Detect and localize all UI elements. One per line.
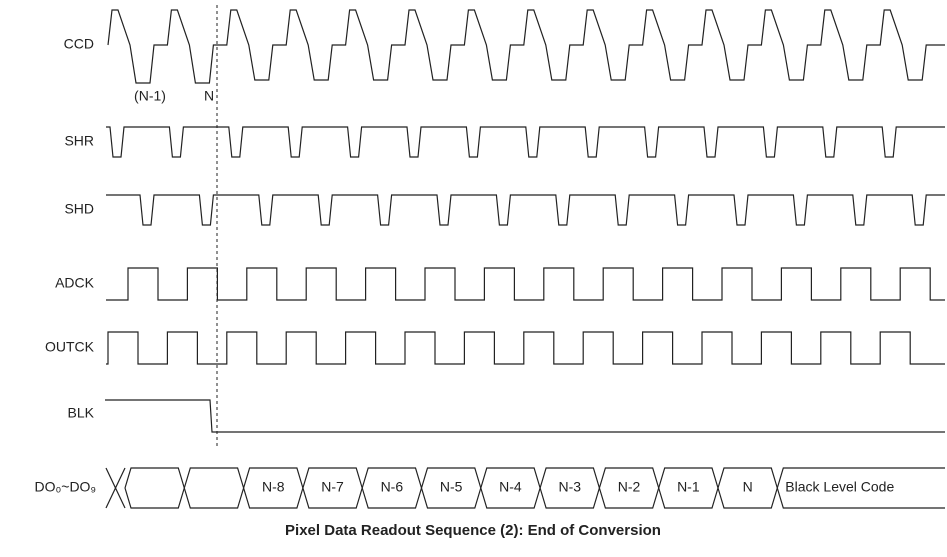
bus-cell (598, 467, 660, 489)
bus-cell (183, 467, 245, 489)
waveforms (105, 9, 945, 433)
bus-cell-label: N-2 (618, 479, 641, 495)
diagram-title: Pixel Data Readout Sequence (2): End of … (285, 522, 661, 539)
bus-cell (539, 467, 600, 489)
waveform (105, 399, 945, 433)
annotation: (N-1) (134, 88, 166, 104)
bus-cell-label: N-6 (381, 479, 404, 495)
bus-cell (598, 487, 660, 509)
bus-cell (124, 467, 185, 489)
signal-label: CCD (64, 36, 94, 52)
bus-cell (717, 487, 778, 509)
bus-cell-label: N-5 (440, 479, 463, 495)
waveform (106, 331, 945, 365)
bus-cell (420, 467, 482, 489)
bus-cell-label: N (743, 479, 753, 495)
signal-label: BLK (68, 405, 95, 421)
bus-cell (302, 487, 363, 509)
bus-cell (717, 467, 778, 489)
waveform (106, 267, 945, 301)
bus-cell-label: N-1 (677, 479, 700, 495)
bus-cell (124, 487, 185, 509)
bus-cell (361, 487, 423, 509)
bus-cell-label: Black Level Code (785, 479, 894, 495)
bus-cell (539, 487, 600, 509)
bus-cell (776, 467, 945, 489)
bus-cell (480, 467, 541, 489)
signal-label: OUTCK (45, 339, 95, 355)
annotation: N (204, 88, 214, 104)
bus-cell-label: N-3 (558, 479, 581, 495)
signal-labels: CCD SHR SHD ADCK OUTCK BLK (45, 36, 95, 421)
bus-cell-label: N-4 (499, 479, 522, 495)
bus-label: DO₀~DO₉ (34, 479, 96, 495)
bus-cell (183, 487, 245, 509)
bus-cell (420, 487, 482, 509)
waveform (106, 194, 945, 226)
bus-cell (658, 487, 719, 509)
bus-cell (302, 467, 363, 489)
bus-cell (361, 467, 423, 489)
signal-label: SHR (64, 133, 94, 149)
data-bus: N-8 N-7 N-6 N-5 N-4 N-3 N-2 N-1 N Black Level Cod… (105, 467, 945, 509)
bus-cell (480, 487, 541, 509)
signal-label: SHD (64, 201, 94, 217)
bus-cell-label: N-8 (262, 479, 285, 495)
bus-cell (776, 487, 945, 509)
bus-cell-label: N-7 (321, 479, 344, 495)
waveform (107, 9, 945, 84)
bus-edge (105, 467, 126, 509)
bus-cell (243, 467, 304, 489)
bus-cell (658, 467, 719, 489)
waveform (106, 126, 945, 158)
bus-cell (243, 487, 304, 509)
signal-label: ADCK (55, 275, 95, 291)
